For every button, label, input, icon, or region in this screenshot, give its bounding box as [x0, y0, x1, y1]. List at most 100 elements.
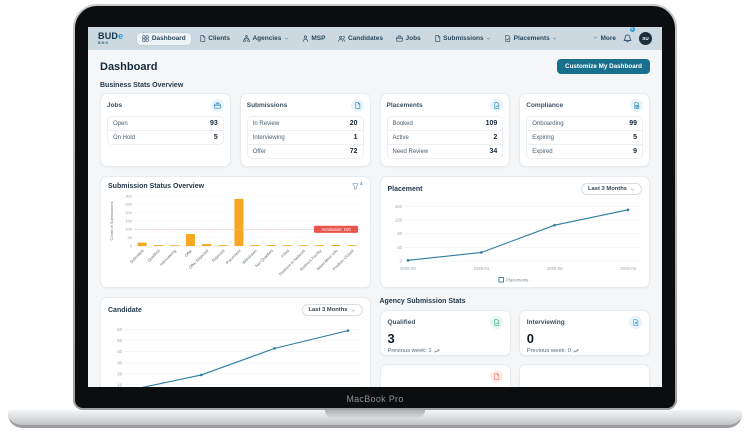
svg-text:Rejected: Rejected — [211, 248, 226, 263]
agency-card-title: Interviewing — [526, 319, 565, 326]
svg-text:10: 10 — [117, 382, 122, 387]
stat-row[interactable]: Expiring 5 — [527, 131, 642, 145]
stat-row[interactable]: Onboarding 99 — [527, 117, 642, 131]
stat-row[interactable]: Expired 9 — [527, 145, 642, 158]
agency-stats-title: Agency Submission Stats — [379, 298, 466, 305]
funnel-icon — [352, 183, 359, 190]
candidate-range-select[interactable]: Last 3 Months — [301, 304, 363, 316]
agency-stats-partial-row — [379, 364, 650, 387]
stat-row-label: Active — [392, 134, 409, 141]
nav-menu: Dashboard Clients Agencies MSP Candidates Job… — [137, 32, 562, 45]
doc-check-icon — [505, 35, 511, 42]
agency-card-previous: Previous week: 1 — [388, 348, 503, 354]
stat-rows: In Review 20 Interviewing 1 Offer 72 — [246, 116, 364, 159]
charts-row: Submission Status Overview 4 0 50 100 150 20… — [100, 176, 650, 288]
funnel-icon — [352, 183, 359, 190]
laptop-frame: BUDe BMS Dashboard Clients Agencies MSP Cand… — [73, 4, 677, 410]
svg-text:2025-06: 2025-06 — [620, 266, 636, 271]
nav-item-label: Clients — [208, 35, 230, 42]
grid-icon — [142, 35, 149, 42]
nav-item-agencies[interactable]: Agencies — [238, 33, 294, 45]
placement-range-select[interactable]: Last 3 Months — [581, 183, 642, 195]
chevron-down-icon — [486, 37, 491, 40]
stat-row-value: 99 — [629, 120, 637, 127]
stat-row-label: On Hold — [113, 134, 136, 141]
submission-status-bar-chart: 0 50 100 150 200 250 300 Count of Submissions Su… — [109, 193, 360, 277]
nav-item-jobs[interactable]: Jobs — [391, 33, 426, 45]
chart-filter-button[interactable]: 4 — [352, 181, 363, 190]
stat-row[interactable]: Active 2 — [387, 131, 503, 145]
chevron-down-icon — [630, 188, 635, 191]
stat-row-label: Onboarding — [532, 120, 564, 127]
main-content: Dashboard Customize My Dashboard Busines… — [88, 50, 662, 387]
stat-row-label: Open — [113, 120, 128, 127]
doc-arrow-icon — [633, 319, 639, 326]
logo-accent: e — [118, 30, 124, 41]
stat-row[interactable]: Offer 72 — [248, 145, 363, 158]
placement-chart-card: Placement Last 3 Months 0 40 80 120 160 2025-… — [379, 176, 650, 288]
stat-row[interactable]: Booked 109 — [387, 117, 503, 131]
svg-text:0: 0 — [399, 259, 402, 264]
logo-text: BUDe — [98, 30, 124, 41]
nav-item-placements[interactable]: Placements — [499, 33, 562, 45]
customize-dashboard-button[interactable]: Customize My Dashboard — [557, 59, 650, 74]
agency-card-partial-1 — [379, 364, 511, 387]
nav-item-submissions[interactable]: Submissions — [429, 33, 496, 45]
laptop-bezel: BUDe BMS Dashboard Clients Agencies MSP Cand… — [75, 6, 675, 408]
nav-right-cluster: More 0 SU — [593, 27, 652, 48]
stat-card-compliance: Compliance Onboarding 99 Expiring 5 Expired 9 — [519, 93, 650, 167]
range-label: Last 3 Months — [588, 186, 627, 192]
notifications-button[interactable]: 0 — [623, 27, 635, 48]
stat-rows: Onboarding 99 Expiring 5 Expired 9 — [526, 116, 643, 159]
stat-row-value: 72 — [349, 148, 358, 155]
stat-card-title: Compliance — [526, 102, 564, 109]
svg-text:Count of Submissions: Count of Submissions — [109, 202, 114, 241]
stat-card-title: Placements — [386, 102, 423, 109]
candidate-chart-card: Candidate Last 3 Months 10 20 30 40 50 60 — [100, 297, 371, 387]
svg-text:150: 150 — [125, 218, 132, 223]
svg-text:Annotation: 100: Annotation: 100 — [321, 227, 351, 232]
nav-item-label: Dashboard — [151, 35, 186, 42]
stat-row-value: 9 — [633, 148, 637, 155]
candidate-line-chart: 10 20 30 40 50 60 — [117, 327, 360, 387]
briefcase-icon — [214, 102, 221, 109]
stat-rows: Open 93 On Hold 5 — [107, 116, 224, 145]
agency-card-icon-circle — [629, 316, 642, 329]
stat-row-label: Booked — [392, 120, 413, 127]
svg-text:250: 250 — [125, 202, 132, 207]
agency-card-partial-2 — [518, 364, 650, 387]
svg-text:Submitted: Submitted — [129, 248, 145, 264]
chevron-down-icon — [593, 35, 598, 42]
submission-status-card: Submission Status Overview 4 0 50 100 150 20… — [100, 176, 371, 288]
doc-clock-icon — [634, 102, 640, 109]
stat-row[interactable]: In Review 20 — [247, 117, 363, 131]
stat-card-placements: Placements Booked 109 Active 2 Need Review 34 — [379, 93, 511, 167]
svg-text:Placements: Placements — [506, 278, 528, 283]
notification-badge: 0 — [629, 27, 635, 32]
stat-row-label: Expired — [532, 148, 553, 155]
user-avatar[interactable]: SU — [639, 32, 652, 45]
stat-row[interactable]: Open 93 — [108, 117, 223, 131]
stat-row-value: 5 — [213, 134, 218, 141]
svg-text:Qualified: Qualified — [146, 248, 161, 263]
doc-icon — [200, 35, 205, 42]
stat-row[interactable]: Interviewing 1 — [247, 131, 363, 145]
stat-row[interactable]: Need Review 34 — [388, 145, 503, 158]
nav-item-msp[interactable]: MSP — [297, 33, 331, 45]
stat-card-jobs: Jobs Open 93 On Hold 5 — [100, 93, 231, 167]
placement-chart-title: Placement — [387, 185, 423, 193]
stat-row[interactable]: On Hold 5 — [108, 131, 223, 144]
top-navbar: BUDe BMS Dashboard Clients Agencies MSP Cand… — [88, 27, 662, 50]
svg-text:Offer: Offer — [183, 248, 193, 258]
nav-item-dashboard[interactable]: Dashboard — [137, 32, 191, 45]
chevron-down-icon — [351, 309, 355, 312]
stat-row-value: 109 — [485, 120, 498, 127]
nav-item-clients[interactable]: Clients — [194, 33, 235, 45]
nav-more[interactable]: More — [593, 35, 616, 42]
stat-row-label: Interviewing — [252, 134, 285, 141]
nav-item-label: Agencies — [252, 35, 282, 42]
stat-rows: Booked 109 Active 2 Need Review 34 — [386, 116, 504, 159]
app-logo[interactable]: BUDe BMS — [98, 30, 124, 46]
nav-item-candidates[interactable]: Candidates — [333, 33, 388, 45]
